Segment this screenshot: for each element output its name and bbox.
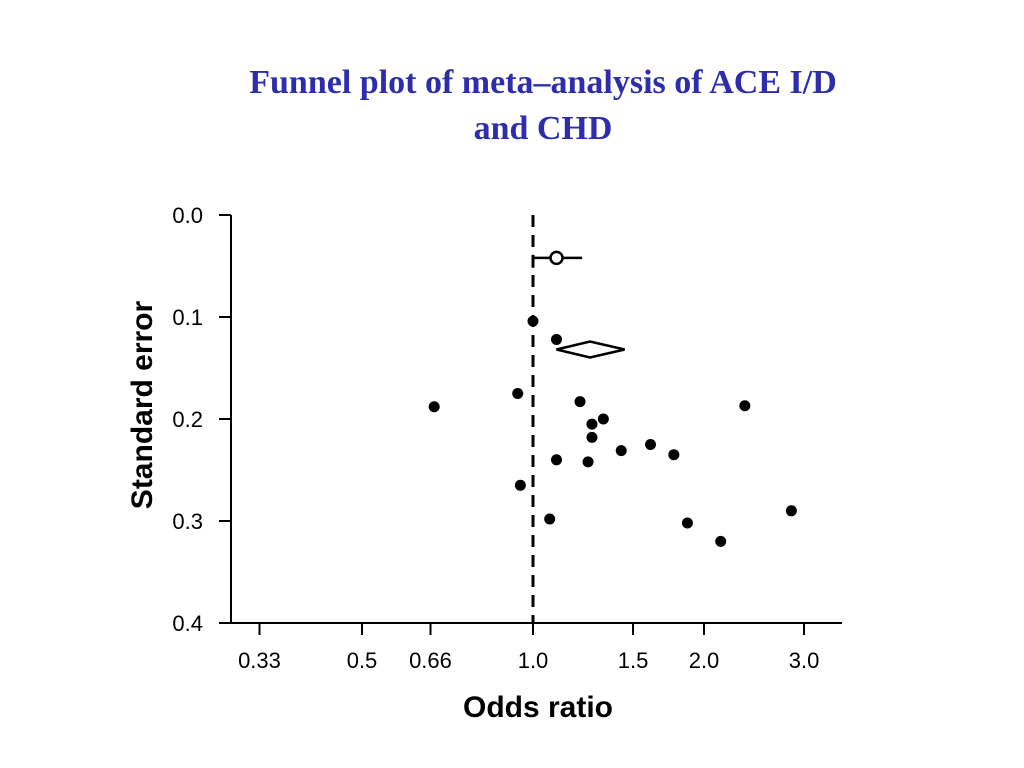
study-point	[551, 454, 563, 466]
study-point	[428, 401, 440, 413]
study-point	[512, 388, 524, 399]
y-tick-label: 0.0	[172, 203, 203, 228]
study-point	[514, 479, 526, 491]
study-point	[715, 535, 727, 547]
chart-title-line-1: Funnel plot of meta–analysis of ACE I/D	[249, 64, 837, 101]
chart-title: Funnel plot of meta–analysis of ACE I/D …	[0, 60, 1024, 152]
y-tick-label: 0.1	[172, 305, 203, 330]
study-point	[586, 431, 598, 443]
x-tick-label: 1.5	[618, 648, 649, 673]
x-tick-label: 0.33	[238, 648, 281, 673]
x-tick-label: 3.0	[789, 648, 820, 673]
data-marks	[428, 215, 797, 623]
study-point	[644, 439, 656, 450]
y-tick-label: 0.3	[172, 509, 203, 534]
study-point	[582, 456, 594, 468]
study-point	[785, 505, 797, 517]
chart-title-line-2: and CHD	[473, 110, 613, 147]
y-tick-label: 0.4	[172, 611, 203, 636]
study-point	[551, 333, 563, 345]
study-point	[668, 449, 680, 461]
pooled-estimate-diamond	[556, 340, 625, 359]
axes: 0.0 0.1 0.2 0.3 0.4 0.33 0.5 0.66 1.0 1.5 2.0 3.0	[172, 203, 842, 673]
study-point	[574, 396, 586, 408]
study-point	[597, 413, 609, 425]
study-point	[527, 315, 539, 327]
study-point	[615, 445, 627, 457]
study-point	[586, 418, 598, 430]
y-tick-label: 0.2	[172, 407, 203, 432]
study-point	[739, 400, 751, 412]
x-tick-label: 0.5	[347, 648, 378, 673]
x-tick-label: 1.0	[518, 648, 549, 673]
open-estimate-point	[549, 250, 564, 266]
x-tick-label: 2.0	[689, 648, 720, 673]
y-axis-title: Standard error	[126, 300, 159, 509]
study-point	[544, 513, 556, 525]
x-axis-title: Odds ratio	[463, 691, 613, 724]
x-tick-label: 0.66	[409, 648, 452, 673]
study-point	[681, 517, 693, 529]
